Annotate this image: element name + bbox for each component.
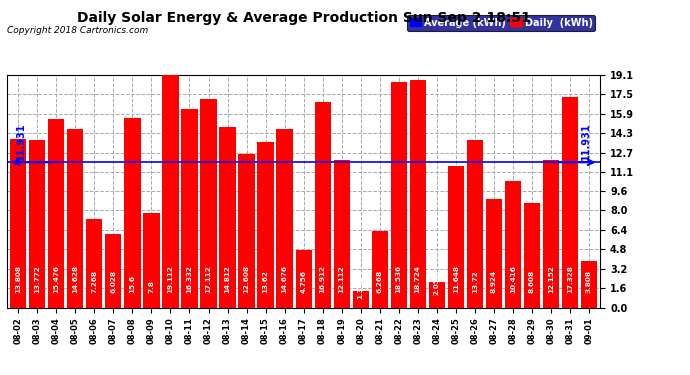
Text: 6.268: 6.268 <box>377 270 383 293</box>
Bar <box>68 129 83 308</box>
Text: 4.756: 4.756 <box>301 270 306 293</box>
Bar <box>239 154 255 308</box>
Text: 7.8: 7.8 <box>148 280 155 293</box>
Text: 3.808: 3.808 <box>586 270 592 293</box>
Text: 18.536: 18.536 <box>395 265 402 293</box>
Bar <box>315 102 331 308</box>
Bar <box>410 80 426 308</box>
Text: 8.608: 8.608 <box>529 270 535 293</box>
Bar <box>277 129 293 308</box>
Bar <box>372 231 388 308</box>
Text: 14.628: 14.628 <box>72 265 79 293</box>
Bar <box>219 127 235 308</box>
Bar <box>562 97 578 308</box>
Text: 19.112: 19.112 <box>168 265 173 293</box>
Text: Copyright 2018 Cartronics.com: Copyright 2018 Cartronics.com <box>7 26 148 35</box>
Text: 11.931: 11.931 <box>581 123 591 160</box>
Bar <box>29 140 46 308</box>
Bar <box>10 140 26 308</box>
Bar <box>144 213 159 308</box>
Text: 11.648: 11.648 <box>453 265 459 293</box>
Text: Daily Solar Energy & Average Production Sun Sep 2 18:51: Daily Solar Energy & Average Production … <box>77 11 531 25</box>
Text: 12.608: 12.608 <box>244 265 250 293</box>
Text: 16.332: 16.332 <box>186 265 193 293</box>
Text: 2.056: 2.056 <box>434 272 440 295</box>
Text: 15.6: 15.6 <box>130 275 135 293</box>
Bar <box>353 291 368 308</box>
Bar <box>200 99 217 308</box>
Text: 11.931: 11.931 <box>16 123 26 160</box>
Text: 17.112: 17.112 <box>206 265 212 293</box>
Text: 13.772: 13.772 <box>34 265 40 293</box>
Text: 1.348: 1.348 <box>357 276 364 299</box>
Bar <box>162 75 179 307</box>
Text: 10.416: 10.416 <box>510 265 516 293</box>
Legend: Average (kWh), Daily  (kWh): Average (kWh), Daily (kWh) <box>406 15 595 31</box>
Text: 18.724: 18.724 <box>415 265 421 293</box>
Text: 7.268: 7.268 <box>91 270 97 293</box>
Text: 12.112: 12.112 <box>339 265 344 293</box>
Bar <box>524 203 540 308</box>
Text: 6.028: 6.028 <box>110 270 117 293</box>
Bar <box>543 160 559 308</box>
Text: 13.808: 13.808 <box>15 265 21 293</box>
Bar <box>466 141 483 308</box>
Bar <box>486 199 502 308</box>
Text: 12.152: 12.152 <box>548 265 554 293</box>
Bar <box>391 82 407 308</box>
Text: 15.476: 15.476 <box>53 265 59 293</box>
Bar <box>48 119 64 308</box>
Bar <box>581 261 597 308</box>
Bar <box>124 118 141 308</box>
Bar <box>448 166 464 308</box>
Bar <box>295 250 312 308</box>
Bar <box>86 219 103 308</box>
Text: 16.912: 16.912 <box>319 265 326 293</box>
Text: 13.72: 13.72 <box>472 270 477 293</box>
Text: 13.62: 13.62 <box>263 270 268 293</box>
Bar <box>106 234 121 308</box>
Bar <box>504 181 521 308</box>
Text: 17.328: 17.328 <box>567 265 573 293</box>
Bar <box>428 282 445 308</box>
Bar <box>257 142 274 308</box>
Text: 8.924: 8.924 <box>491 270 497 293</box>
Text: 14.676: 14.676 <box>282 265 288 293</box>
Text: 14.812: 14.812 <box>224 265 230 293</box>
Bar <box>333 160 350 308</box>
Bar <box>181 109 197 308</box>
